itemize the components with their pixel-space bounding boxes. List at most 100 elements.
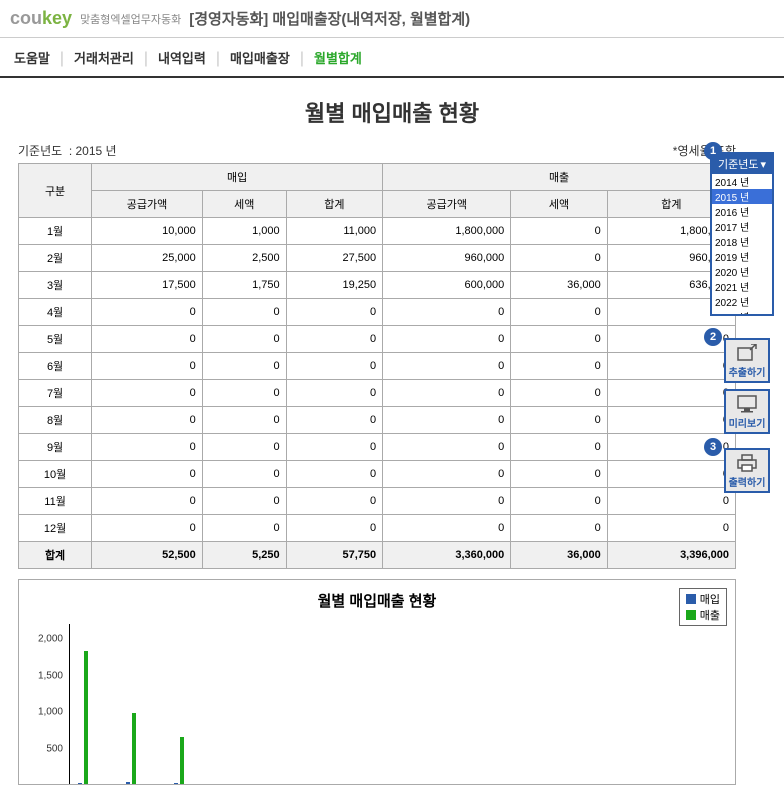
cell: 0 [383, 515, 511, 542]
year-option[interactable]: 2020 년 [712, 264, 772, 279]
year-option[interactable]: 2022 년 [712, 294, 772, 309]
year-option[interactable]: 2018 년 [712, 234, 772, 249]
app-header: coukey 맞춤형엑셀업무자동화 [경영자동화] 매입매출장(내역저장, 월별… [0, 0, 784, 38]
logo-text: cou [10, 8, 42, 28]
th-sub: 공급가액 [383, 191, 511, 218]
cell: 0 [202, 326, 286, 353]
cell: 0 [92, 488, 203, 515]
cell: 0 [202, 353, 286, 380]
nav-item-3[interactable]: 매입매출장 [226, 48, 294, 67]
nav-item-0[interactable]: 도움말 [10, 48, 54, 67]
monitor-icon [736, 395, 758, 413]
year-head: 기준년도▾ [712, 154, 772, 174]
summary-table: 구분 매입 매출 공급가액세액합계공급가액세액합계 1월10,0001,0001… [18, 163, 736, 569]
th-buy: 매입 [92, 164, 383, 191]
cell: 19,250 [286, 272, 383, 299]
page-title: 월별 매입매출 현황 [18, 96, 766, 128]
cell: 0 [92, 299, 203, 326]
bar-sell [180, 737, 184, 784]
th-sub: 합계 [286, 191, 383, 218]
preview-button[interactable]: 미리보기 [724, 389, 770, 434]
cell: 0 [286, 488, 383, 515]
ref-year: 기준년도 : 2015 년 [18, 142, 117, 159]
nav-sep: | [216, 50, 220, 68]
row-month: 7월 [19, 380, 92, 407]
row-month: 12월 [19, 515, 92, 542]
cell: 0 [202, 407, 286, 434]
side-panel: 1 기준년도▾ 2014 년2015 년2016 년2017 년2018 년20… [710, 142, 774, 499]
year-selector[interactable]: 기준년도▾ 2014 년2015 년2016 년2017 년2018 년2019… [710, 152, 774, 316]
row-month: 8월 [19, 407, 92, 434]
y-tick: 2,000 [38, 633, 63, 644]
legend-box-buy [686, 594, 696, 604]
cell: 0 [511, 245, 608, 272]
th-sub: 공급가액 [92, 191, 203, 218]
cell: 0 [383, 434, 511, 461]
cell: 17,500 [92, 272, 203, 299]
total-cell: 5,250 [202, 542, 286, 569]
th-group: 구분 [19, 164, 92, 218]
cell: 2,500 [202, 245, 286, 272]
cell: 0 [383, 488, 511, 515]
total-label: 합계 [19, 542, 92, 569]
nav-bar: 도움말|거래처관리|내역입력|매입매출장|월별합계 [0, 38, 784, 78]
cell: 0 [92, 407, 203, 434]
cell: 0 [511, 326, 608, 353]
y-tick: 500 [46, 744, 63, 755]
cell: 0 [511, 434, 608, 461]
extract-button[interactable]: 추출하기 [724, 338, 770, 383]
header-subtitle: 맞춤형엑셀업무자동화 [80, 11, 181, 27]
cell: 25,000 [92, 245, 203, 272]
badge-3: 3 [704, 438, 722, 456]
row-month: 4월 [19, 299, 92, 326]
cell: 10,000 [92, 218, 203, 245]
year-option[interactable]: 2016 년 [712, 204, 772, 219]
cell: 0 [202, 461, 286, 488]
year-option[interactable]: 2019 년 [712, 249, 772, 264]
cell: 0 [286, 515, 383, 542]
cell: 0 [511, 515, 608, 542]
cell: 0 [202, 299, 286, 326]
nav-item-4[interactable]: 월별합계 [310, 48, 366, 67]
cell: 0 [92, 353, 203, 380]
row-month: 9월 [19, 434, 92, 461]
cell: 0 [511, 299, 608, 326]
cell: 0 [511, 488, 608, 515]
badge-2: 2 [704, 328, 722, 346]
cell: 960,000 [383, 245, 511, 272]
row-month: 6월 [19, 353, 92, 380]
cell: 1,000 [202, 218, 286, 245]
nav-item-2[interactable]: 내역입력 [154, 48, 210, 67]
bar-buy [126, 782, 130, 784]
chart-legend: 매입 매출 [679, 588, 727, 626]
cell: 0 [92, 326, 203, 353]
logo-accent: key [42, 8, 72, 28]
dropdown-icon: ▾ [760, 158, 766, 171]
row-month: 3월 [19, 272, 92, 299]
th-sub: 세액 [202, 191, 286, 218]
th-sell: 매출 [383, 164, 736, 191]
cell: 600,000 [383, 272, 511, 299]
year-option[interactable]: 2021 년 [712, 279, 772, 294]
cell: 0 [286, 326, 383, 353]
print-label: 출력하기 [726, 474, 768, 489]
row-month: 11월 [19, 488, 92, 515]
year-option[interactable]: 2017 년 [712, 219, 772, 234]
year-option[interactable]: 2023 년 [712, 309, 772, 314]
cell: 0 [383, 353, 511, 380]
year-option[interactable]: 2015 년 [712, 189, 772, 204]
nav-item-1[interactable]: 거래처관리 [70, 48, 138, 67]
year-option[interactable]: 2014 년 [712, 174, 772, 189]
nav-sep: | [300, 50, 304, 68]
cell: 0 [286, 434, 383, 461]
nav-sep: | [144, 50, 148, 68]
cell: 0 [286, 461, 383, 488]
row-month: 10월 [19, 461, 92, 488]
cell: 0 [383, 299, 511, 326]
total-cell: 36,000 [511, 542, 608, 569]
row-month: 1월 [19, 218, 92, 245]
cell: 0 [383, 461, 511, 488]
print-button[interactable]: 출력하기 [724, 448, 770, 493]
bar-sell [84, 651, 88, 784]
chart: 월별 매입매출 현황 매입 매출 5001,0001,5002,000 [18, 579, 736, 785]
